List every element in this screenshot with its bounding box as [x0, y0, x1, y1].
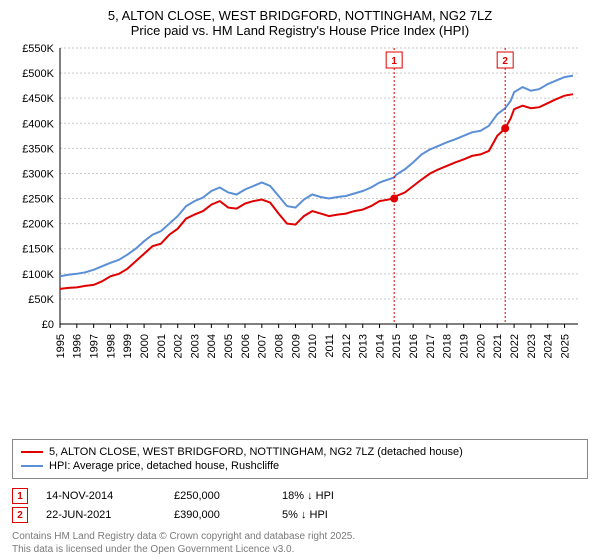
sales-table: 1 14-NOV-2014 £250,000 18% ↓ HPI 2 22-JUN-202…: [12, 485, 588, 526]
svg-text:2022: 2022: [509, 334, 521, 358]
title-line-1: 5, ALTON CLOSE, WEST BRIDGFORD, NOTTINGH…: [12, 8, 588, 23]
svg-text:2023: 2023: [526, 334, 538, 358]
svg-text:£0: £0: [42, 319, 54, 331]
title-block: 5, ALTON CLOSE, WEST BRIDGFORD, NOTTINGH…: [12, 8, 588, 38]
sale-price: £390,000: [174, 509, 264, 521]
sale-price: £250,000: [174, 490, 264, 502]
svg-text:2010: 2010: [307, 334, 319, 358]
chart-area: £0 £50K £100K £150K £200K £250K £300K £350K £400…: [12, 42, 588, 433]
svg-text:2003: 2003: [189, 334, 201, 358]
svg-text:2024: 2024: [543, 334, 555, 358]
svg-text:£350K: £350K: [22, 143, 54, 155]
legend-label: HPI: Average price, detached house, Rush…: [49, 460, 279, 472]
svg-text:1: 1: [391, 56, 397, 67]
svg-text:2016: 2016: [408, 334, 420, 358]
svg-text:£500K: £500K: [22, 68, 54, 80]
sale-row: 2 22-JUN-2021 £390,000 5% ↓ HPI: [12, 507, 588, 523]
svg-text:2009: 2009: [290, 334, 302, 358]
sale-hpi: 5% ↓ HPI: [282, 509, 372, 521]
svg-text:2018: 2018: [442, 334, 454, 358]
svg-text:2021: 2021: [492, 334, 504, 358]
legend-row: HPI: Average price, detached house, Rush…: [21, 460, 579, 472]
figure-container: 5, ALTON CLOSE, WEST BRIDGFORD, NOTTINGH…: [0, 0, 600, 560]
svg-text:£150K: £150K: [22, 244, 54, 256]
svg-text:2005: 2005: [223, 334, 235, 358]
svg-text:£450K: £450K: [22, 93, 54, 105]
svg-text:2020: 2020: [475, 334, 487, 358]
sale-date: 14-NOV-2014: [46, 490, 156, 502]
svg-text:£200K: £200K: [22, 219, 54, 231]
footer-line-1: Contains HM Land Registry data © Crown c…: [12, 530, 588, 543]
sale-row: 1 14-NOV-2014 £250,000 18% ↓ HPI: [12, 488, 588, 504]
svg-text:£300K: £300K: [22, 168, 54, 180]
footer-line-2: This data is licensed under the Open Gov…: [12, 543, 588, 556]
svg-text:2004: 2004: [206, 334, 218, 358]
svg-text:2002: 2002: [173, 334, 185, 358]
svg-text:2014: 2014: [374, 334, 386, 358]
svg-text:2001: 2001: [156, 334, 168, 358]
legend-row: 5, ALTON CLOSE, WEST BRIDGFORD, NOTTINGH…: [21, 446, 579, 458]
svg-text:1997: 1997: [88, 334, 100, 358]
svg-text:1998: 1998: [105, 334, 117, 358]
svg-text:2017: 2017: [425, 334, 437, 358]
svg-text:2019: 2019: [458, 334, 470, 358]
legend-box: 5, ALTON CLOSE, WEST BRIDGFORD, NOTTINGH…: [12, 439, 588, 479]
title-line-2: Price paid vs. HM Land Registry's House …: [12, 23, 588, 38]
svg-text:2025: 2025: [559, 334, 571, 358]
sale-marker: 1: [12, 488, 28, 504]
svg-text:£250K: £250K: [22, 194, 54, 206]
svg-text:£50K: £50K: [28, 294, 54, 306]
svg-text:2: 2: [502, 56, 508, 67]
footer: Contains HM Land Registry data © Crown c…: [12, 530, 588, 556]
svg-text:£100K: £100K: [22, 269, 54, 281]
legend-swatch: [21, 465, 43, 467]
svg-text:2013: 2013: [358, 334, 370, 358]
svg-text:1995: 1995: [55, 334, 67, 358]
svg-text:2006: 2006: [240, 334, 252, 358]
legend-label: 5, ALTON CLOSE, WEST BRIDGFORD, NOTTINGH…: [49, 446, 463, 458]
svg-text:£400K: £400K: [22, 118, 54, 130]
svg-text:2008: 2008: [273, 334, 285, 358]
svg-text:2015: 2015: [391, 334, 403, 358]
svg-text:2007: 2007: [257, 334, 269, 358]
svg-text:2000: 2000: [139, 334, 151, 358]
svg-text:2011: 2011: [324, 334, 336, 358]
svg-text:£550K: £550K: [22, 43, 54, 55]
sale-hpi: 18% ↓ HPI: [282, 490, 372, 502]
chart-svg: £0 £50K £100K £150K £200K £250K £300K £350K £400…: [12, 42, 588, 362]
svg-text:1996: 1996: [72, 334, 84, 358]
sale-date: 22-JUN-2021: [46, 509, 156, 521]
sale-marker: 2: [12, 507, 28, 523]
legend-swatch: [21, 451, 43, 453]
svg-text:1999: 1999: [122, 334, 134, 358]
svg-text:2012: 2012: [341, 334, 353, 358]
